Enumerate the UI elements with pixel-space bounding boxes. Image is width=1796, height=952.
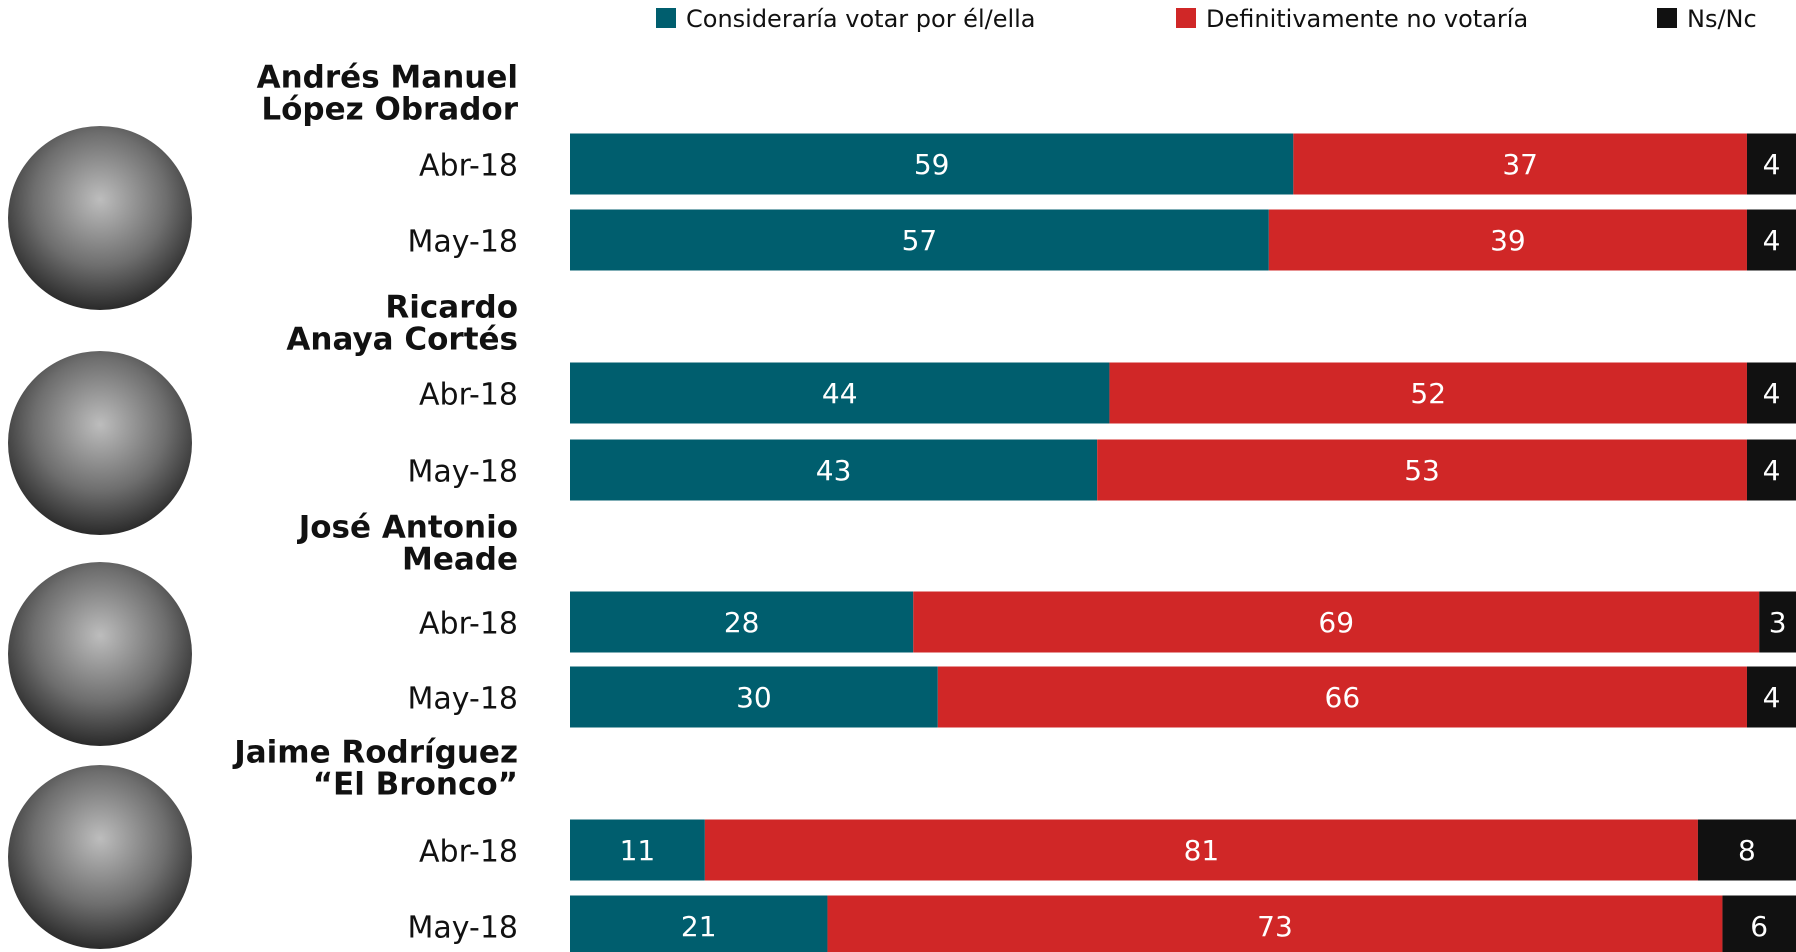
bar-segment: [1109, 362, 1747, 424]
value-label: 21: [681, 910, 717, 943]
group-name: Jaime Rodríguez: [232, 735, 518, 771]
value-label: 43: [816, 454, 852, 487]
value-label: 66: [1325, 681, 1361, 714]
value-label: 6: [1750, 910, 1768, 943]
bar-segment: [704, 819, 1698, 881]
value-label: 8: [1738, 834, 1756, 867]
bar-segment: [1697, 819, 1796, 881]
row-label: May-18: [408, 911, 519, 946]
bar-segment: [1759, 591, 1796, 653]
legend-label: Ns/Nc: [1687, 5, 1757, 33]
bar-segment: [827, 895, 1723, 952]
bar-segment: [570, 895, 828, 952]
legend-swatch: [1176, 8, 1196, 28]
value-label: 69: [1318, 606, 1354, 639]
bar-segment: [1746, 439, 1796, 501]
bar-segment: [570, 591, 914, 653]
photo: [8, 765, 192, 949]
value-label: 4: [1763, 148, 1781, 181]
bar-segment: [1746, 362, 1796, 424]
bar-segment: [1268, 209, 1747, 271]
value-label: 59: [914, 148, 950, 181]
row-label: May-18: [408, 682, 519, 717]
value-label: 4: [1763, 454, 1781, 487]
group-name: López Obrador: [261, 92, 518, 128]
row-label: May-18: [408, 455, 519, 490]
bar-segment: [570, 819, 705, 881]
bar-segment: [1746, 666, 1796, 728]
group-name: Ricardo: [385, 290, 518, 326]
group-name: “El Bronco”: [313, 767, 518, 803]
group-name: Anaya Cortés: [286, 322, 518, 358]
value-label: 57: [902, 224, 938, 257]
value-label: 73: [1257, 910, 1293, 943]
row-label: Abr-18: [419, 378, 518, 413]
photo: [8, 562, 192, 746]
value-label: 44: [822, 377, 858, 410]
value-label: 52: [1410, 377, 1446, 410]
bar-segment: [570, 209, 1269, 271]
legend-swatch: [656, 8, 676, 28]
bar-segment: [570, 133, 1294, 195]
legend-label: Definitivamente no votaría: [1206, 5, 1528, 33]
row-label: Abr-18: [419, 149, 518, 184]
group-name: Andrés Manuel: [257, 60, 518, 96]
row-label: May-18: [408, 225, 519, 260]
value-label: 11: [620, 834, 656, 867]
bar-segment: [1293, 133, 1747, 195]
value-label: 81: [1184, 834, 1220, 867]
legend-label: Consideraría votar por él/ella: [686, 5, 1036, 33]
value-label: 37: [1502, 148, 1538, 181]
row-label: Abr-18: [419, 835, 518, 870]
bar-segment: [1097, 439, 1747, 501]
value-label: 3: [1769, 606, 1787, 639]
value-label: 28: [724, 606, 760, 639]
bar-segment: [1722, 895, 1796, 952]
photo: [8, 126, 192, 310]
bar-segment: [1746, 209, 1796, 271]
value-label: 53: [1404, 454, 1440, 487]
photos: [8, 126, 192, 949]
photo: [8, 351, 192, 535]
bar-segment: [570, 439, 1098, 501]
group-name: Meade: [402, 542, 518, 578]
value-label: 39: [1490, 224, 1526, 257]
value-label: 4: [1763, 377, 1781, 410]
value-label: 4: [1763, 224, 1781, 257]
row-label: Abr-18: [419, 607, 518, 642]
value-label: 4: [1763, 681, 1781, 714]
value-label: 30: [736, 681, 772, 714]
bar-segment: [570, 362, 1110, 424]
bar-segment: [913, 591, 1760, 653]
bar-segment: [570, 666, 938, 728]
bar-segment: [937, 666, 1747, 728]
group-name: José Antonio: [297, 510, 518, 546]
legend-swatch: [1657, 8, 1677, 28]
bar-segment: [1746, 133, 1796, 195]
